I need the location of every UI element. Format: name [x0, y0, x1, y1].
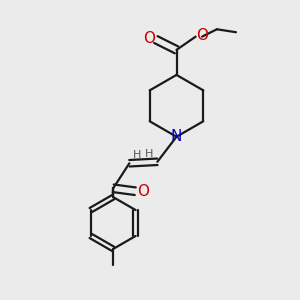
Text: H: H — [145, 148, 153, 158]
Text: O: O — [137, 184, 149, 199]
Text: N: N — [171, 129, 182, 144]
Text: O: O — [143, 31, 155, 46]
Text: H: H — [133, 150, 141, 160]
Text: O: O — [196, 28, 208, 43]
